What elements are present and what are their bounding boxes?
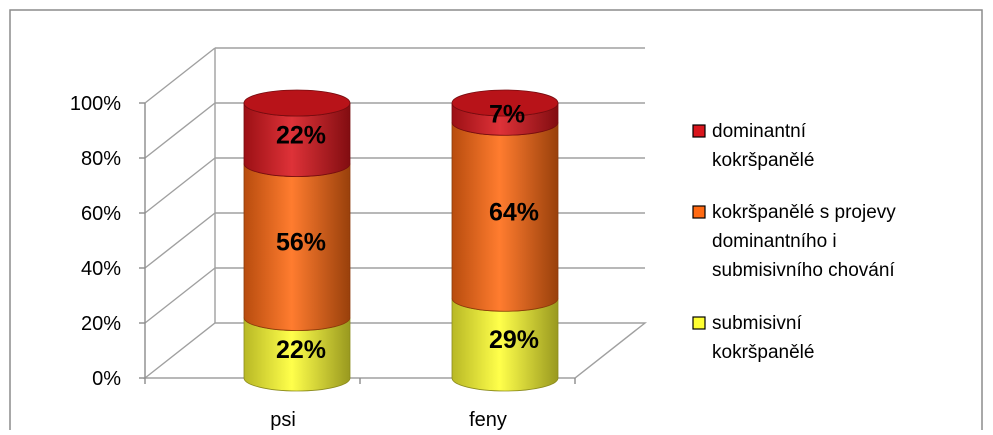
x-category-label: psi — [270, 409, 296, 430]
legend-entry: submisivní kokršpanělé — [692, 313, 814, 363]
legend-label: kokršpanělé — [712, 150, 814, 171]
bar-cap — [451, 89, 559, 117]
x-category-label: feny — [469, 409, 507, 430]
data-label: 56% — [276, 229, 326, 257]
legend-entry: kokršpanělé s projevy dominantního i submi… — [692, 202, 896, 281]
y-tick-label: 80% — [81, 148, 121, 170]
legend-label: dominantního i — [712, 231, 837, 252]
legend-label: submisivní — [712, 313, 802, 334]
legend-label: kokršpanělé — [712, 342, 814, 363]
y-tick-label: 40% — [81, 258, 121, 280]
bar-psi: 22% 56% 22% — [243, 89, 351, 392]
gridline-side — [144, 102, 216, 159]
gridline-side — [144, 212, 216, 269]
bar-feny: 29% 64% 7% — [451, 89, 559, 392]
legend-swatch — [692, 124, 706, 138]
y-axis-ticks: 0% 20% 40% 60% 80% 100% — [70, 93, 576, 390]
y-tick-label: 0% — [92, 368, 121, 390]
bars: 22% 56% 22% 29% 64% 7% — [243, 89, 559, 392]
data-label: 29% — [489, 326, 539, 354]
y-tick-label: 20% — [81, 313, 121, 335]
legend-label: submisivního chování — [712, 260, 895, 281]
legend-swatch — [692, 205, 706, 219]
data-label: 22% — [276, 336, 326, 364]
legend-swatch — [692, 316, 706, 330]
legend: dominantní kokršpanělé kokršpanělé s proje… — [692, 121, 896, 363]
data-label: 22% — [276, 121, 326, 149]
data-label: 7% — [489, 101, 525, 129]
data-label: 64% — [489, 198, 539, 226]
y-tick-label: 60% — [81, 203, 121, 225]
gridline-side — [144, 47, 216, 104]
legend-label: kokršpanělé s projevy — [712, 202, 896, 223]
gridline-side — [144, 267, 216, 324]
plot-floor — [142, 322, 648, 379]
legend-label: dominantní — [712, 121, 807, 142]
x-axis-labels: psi feny — [270, 409, 507, 431]
legend-entry: dominantní kokršpanělé — [692, 121, 814, 171]
y-tick-label: 100% — [70, 93, 121, 115]
gridline-side — [144, 157, 216, 214]
bar-cap — [243, 89, 351, 117]
